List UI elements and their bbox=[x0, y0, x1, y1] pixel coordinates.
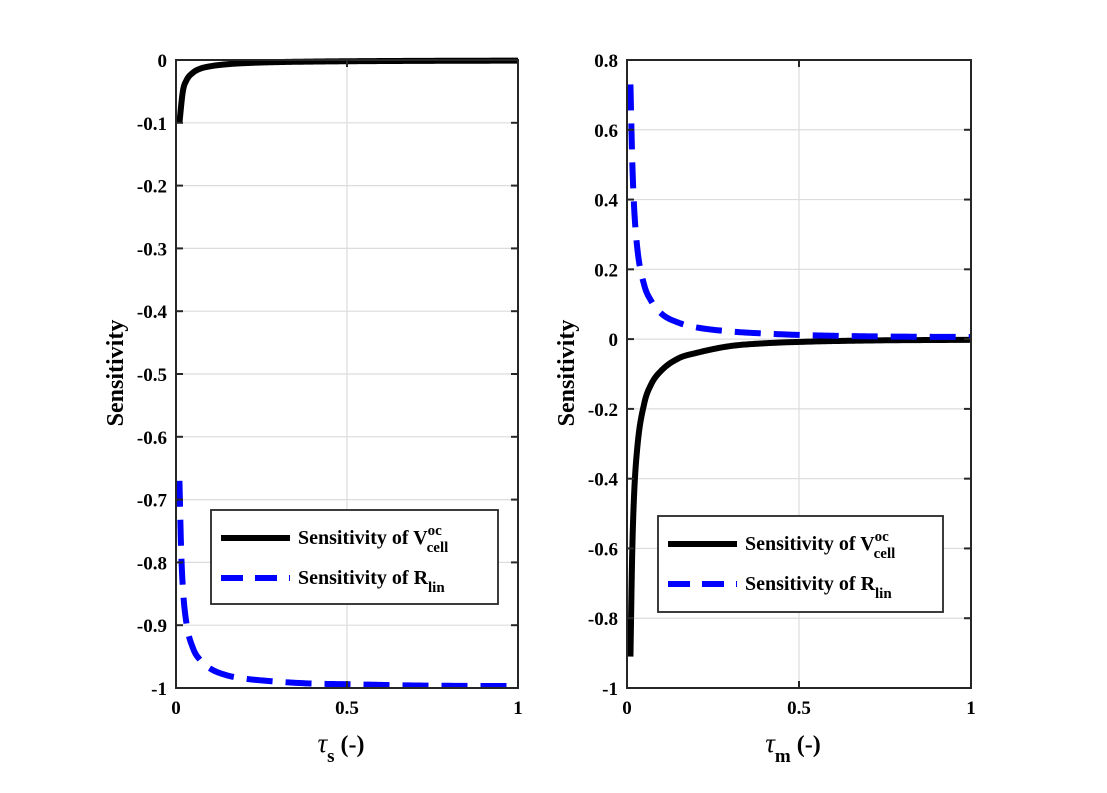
x-tick-label: 1 bbox=[513, 698, 523, 719]
x-axis-symbol: τ bbox=[317, 728, 328, 758]
x-axis-symbol: τ bbox=[765, 728, 776, 758]
x-axis-title: τm (-) bbox=[765, 728, 820, 767]
legend-label-r-lin: Sensitivity of Rlin bbox=[745, 573, 892, 602]
legend-superscript: oc bbox=[875, 529, 890, 545]
x-axis-unit: (-) bbox=[791, 732, 821, 758]
x-tick-label: 0 bbox=[171, 698, 181, 719]
right-subplot: 0.80.60.40.20-0.2-0.4-0.6-0.8-10 0.5 1Sens… bbox=[554, 51, 976, 767]
legend-box bbox=[657, 515, 944, 613]
y-axis-title: Sensitivity bbox=[554, 320, 580, 427]
x-axis-subscript: s bbox=[327, 746, 334, 767]
legend-subscript: lin bbox=[428, 580, 445, 596]
y-tick-label: 0 bbox=[609, 330, 619, 351]
legend-box bbox=[210, 509, 499, 605]
y-tick-label: 0.8 bbox=[594, 51, 618, 72]
y-tick-label: -0.2 bbox=[137, 177, 167, 198]
x-tick-label: 0 bbox=[622, 698, 632, 719]
y-tick-label: -0.8 bbox=[137, 553, 167, 574]
y-tick-label: -0.9 bbox=[137, 616, 167, 637]
legend-subscript: cell bbox=[427, 540, 449, 556]
left-subplot: 0-0.1-0.2-0.3-0.4-0.5-0.6-0.7-0.8-0.9-10… bbox=[103, 51, 523, 767]
legend-subscript: cell bbox=[874, 546, 896, 562]
y-tick-label: 0 bbox=[158, 51, 168, 72]
x-tick-label: 1 bbox=[966, 698, 976, 719]
legend-symbol: R bbox=[414, 567, 429, 589]
legend-label-v-cell-oc: Sensitivity of Voc cell bbox=[298, 523, 448, 556]
y-tick-label: -0.2 bbox=[588, 400, 618, 421]
x-axis-title: τs (-) bbox=[317, 728, 364, 767]
y-tick-label: 0.2 bbox=[594, 260, 618, 281]
x-tick-label: 0.5 bbox=[335, 698, 359, 719]
y-tick-label: -0.5 bbox=[137, 365, 167, 386]
y-tick-label: -0.6 bbox=[137, 428, 167, 449]
legend-subscript: lin bbox=[875, 586, 892, 602]
legend-symbol: V bbox=[860, 533, 875, 555]
y-tick-label: -0.4 bbox=[588, 470, 619, 491]
y-tick-label: -0.8 bbox=[588, 609, 618, 630]
legend-prefix: Sensitivity of bbox=[745, 533, 860, 555]
series-line-r-lin bbox=[627, 84, 972, 341]
y-tick-label: -0.7 bbox=[137, 491, 168, 512]
y-tick-label: -0.6 bbox=[588, 539, 618, 560]
y-tick-label: -0.4 bbox=[137, 302, 168, 323]
legend-symbol: R bbox=[861, 573, 876, 595]
y-tick-label: 0.6 bbox=[594, 121, 618, 142]
y-tick-label: -0.1 bbox=[137, 114, 167, 135]
x-axis-unit: (-) bbox=[335, 732, 365, 758]
legend-superscript: oc bbox=[428, 523, 443, 539]
y-tick-label: -0.3 bbox=[137, 239, 167, 260]
y-tick-label: 0.4 bbox=[594, 191, 618, 212]
legend-label-r-lin: Sensitivity of Rlin bbox=[298, 567, 445, 596]
legend-label-v-cell-oc: Sensitivity of Voc cell bbox=[745, 529, 895, 562]
legend-symbol: V bbox=[413, 527, 428, 549]
y-axis-title: Sensitivity bbox=[103, 320, 129, 427]
x-axis-subscript: m bbox=[775, 746, 791, 767]
series-line-v-cell-oc bbox=[627, 336, 972, 657]
legend-prefix: Sensitivity of bbox=[745, 573, 861, 595]
legend-prefix: Sensitivity of bbox=[298, 567, 414, 589]
legend-prefix: Sensitivity of bbox=[298, 527, 413, 549]
y-tick-label: -1 bbox=[602, 679, 618, 700]
x-tick-label: 0.5 bbox=[787, 698, 811, 719]
y-tick-label: -1 bbox=[151, 679, 167, 700]
series-line-r-lin bbox=[176, 480, 519, 690]
